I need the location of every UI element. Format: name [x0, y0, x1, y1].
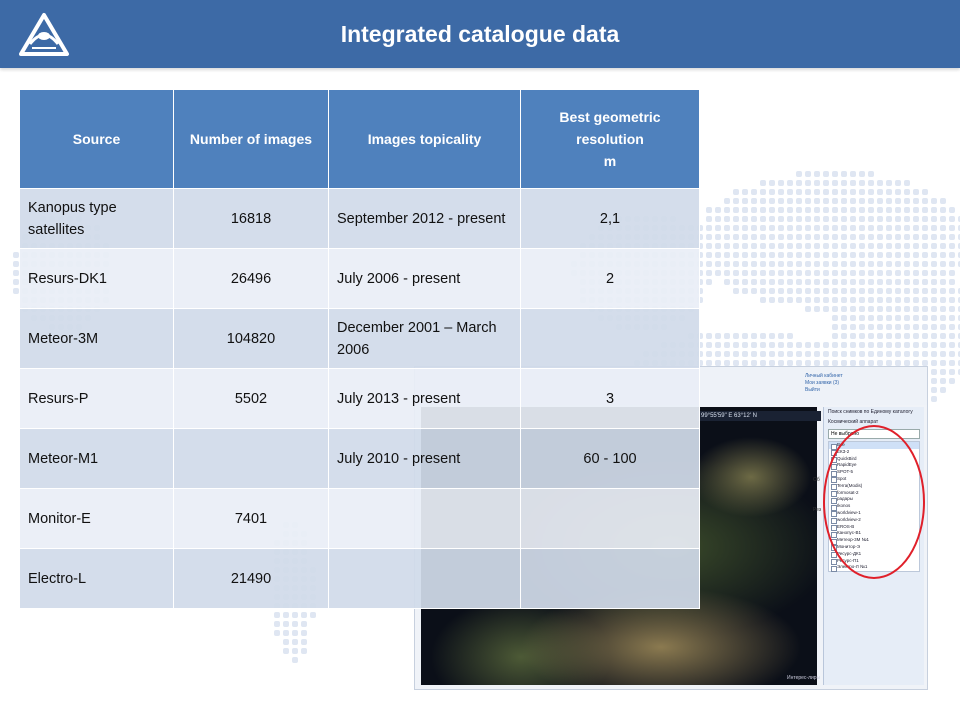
- header-images-topicality: Images topicality: [328, 89, 521, 189]
- cell-images-topicality: [328, 488, 521, 549]
- cell-best-resolution: 60 - 100: [520, 428, 700, 489]
- cell-images-topicality: July 2010 - present: [328, 428, 521, 489]
- cell-images-topicality: [328, 548, 521, 609]
- side-label-1: Об: [813, 477, 820, 483]
- header-bar: Integrated catalogue data: [0, 0, 960, 68]
- logo-icon: [19, 13, 69, 56]
- cell-number-of-images: 104820: [173, 308, 329, 369]
- catalogue-table: Source Number of images Images topicalit…: [19, 89, 700, 609]
- cell-images-topicality: September 2012 - present: [328, 188, 521, 249]
- cell-source: Kanopus type satellites: [19, 188, 174, 249]
- table-row: Resurs-DK1 26496 July 2006 - present 2: [19, 248, 700, 309]
- page-title: Integrated catalogue data: [340, 21, 620, 47]
- cell-images-topicality: July 2013 - present: [328, 368, 521, 429]
- cell-source: Electro-L: [19, 548, 174, 609]
- highlight-ring: [823, 425, 925, 579]
- cell-source: Resurs-DK1: [19, 248, 174, 309]
- cell-images-topicality: July 2006 - present: [328, 248, 521, 309]
- cell-best-resolution: [520, 548, 700, 609]
- table-row: Meteor-M1 July 2010 - present 60 - 100: [19, 428, 700, 489]
- table-row: Electro-L 21490: [19, 548, 700, 609]
- cell-number-of-images: 16818: [173, 188, 329, 249]
- cell-best-resolution: 2,1: [520, 188, 700, 249]
- cell-source: Meteor-3M: [19, 308, 174, 369]
- table-row: Resurs-P 5502 July 2013 - present 3: [19, 368, 700, 429]
- header-source: Source: [19, 89, 174, 189]
- table-header-row: Source Number of images Images topicalit…: [19, 89, 700, 189]
- cell-number-of-images: 5502: [173, 368, 329, 429]
- app-top-links: Личный кабинет Мои заявки (3) Выйти: [805, 373, 843, 394]
- top-link-logout[interactable]: Выйти: [805, 387, 820, 393]
- side-label-2: Рез: [813, 507, 822, 513]
- table-row: Meteor-3M 104820 December 2001 – March 200…: [19, 308, 700, 369]
- header-number-of-images: Number of images: [173, 89, 329, 189]
- header-best-resolution: Best geometric resolution m: [520, 89, 700, 189]
- cell-best-resolution: 2: [520, 248, 700, 309]
- cell-source: Monitor-E: [19, 488, 174, 549]
- coordinates-readout: 99°55'59" E 63°12' N: [697, 411, 821, 421]
- cell-best-resolution: [520, 488, 700, 549]
- cell-number-of-images: 26496: [173, 248, 329, 309]
- panel-title: Поиск снимков по Единому каталогу: [828, 409, 913, 415]
- cell-images-topicality: December 2001 – March 2006: [328, 308, 521, 369]
- cell-best-resolution: [520, 308, 700, 369]
- cell-number-of-images: 21490: [173, 548, 329, 609]
- table-row: Monitor-E 7401: [19, 488, 700, 549]
- top-link-orders[interactable]: Мои заявки (3): [805, 380, 840, 386]
- panel-subtitle: Космический аппарат: [828, 419, 879, 425]
- cell-source: Meteor-M1: [19, 428, 174, 489]
- table-row: Kanopus type satellites 16818 September 20…: [19, 188, 700, 249]
- cell-number-of-images: [173, 428, 329, 489]
- cell-number-of-images: 7401: [173, 488, 329, 549]
- map-footer-label: Интерес-лиры: [787, 675, 821, 681]
- cell-best-resolution: 3: [520, 368, 700, 429]
- cell-source: Resurs-P: [19, 368, 174, 429]
- top-link-cabinet[interactable]: Личный кабинет: [805, 373, 843, 379]
